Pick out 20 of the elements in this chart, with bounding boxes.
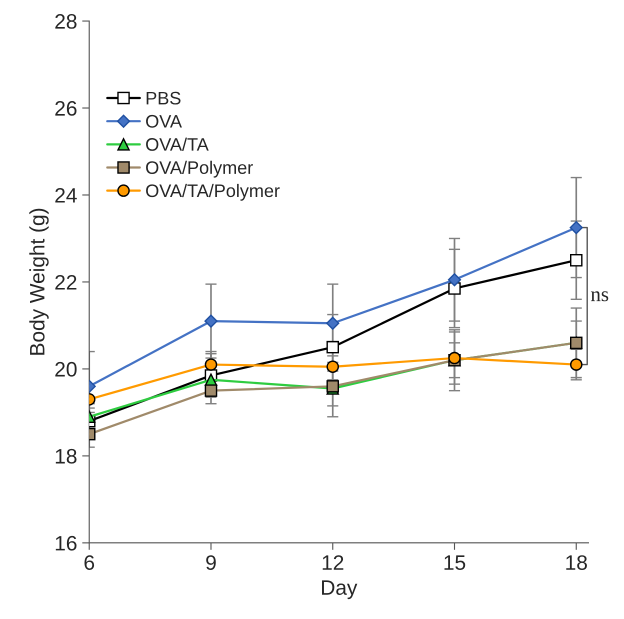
legend-label: PBS <box>146 92 181 105</box>
legend-label: OVA/Polymer <box>146 160 253 178</box>
y-tick-label: 18 <box>56 448 77 464</box>
x-tick-label: 6 <box>84 555 94 570</box>
x-axis-title: Day <box>322 580 358 600</box>
y-tick-label: 28 <box>55 14 77 29</box>
legend-label: OVA <box>146 114 182 128</box>
x-tick-label: 12 <box>322 555 344 570</box>
text: ns <box>590 291 608 302</box>
y-axis-title: Body Weight (g) <box>29 208 49 355</box>
x-tick-label: 18 <box>566 555 587 570</box>
y-tick-label: 24 <box>55 188 77 203</box>
y-tick-label: 16 <box>56 536 77 551</box>
legend-label: OVA/TA <box>146 138 209 151</box>
x-tick-label: 15 <box>444 555 466 570</box>
y-tick-label: 26 <box>55 101 77 116</box>
legend-label: OVA/TA/Polymer <box>146 184 280 201</box>
y-tick-label: 20 <box>55 362 77 377</box>
x-tick-label: 9 <box>206 555 216 570</box>
y-tick-label: 22 <box>55 274 76 290</box>
